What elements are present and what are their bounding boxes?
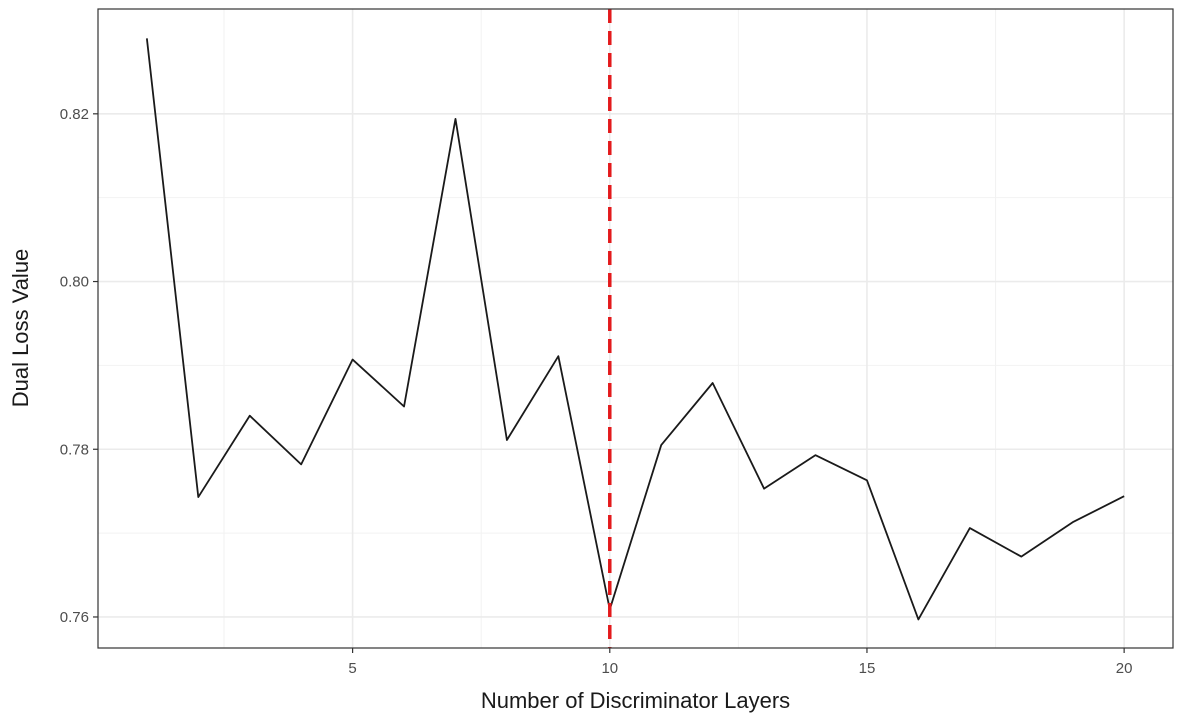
series-layer (145, 38, 1125, 621)
series-line (145, 38, 1125, 621)
x-tick-label: 10 (601, 660, 618, 677)
y-tick-label: 0.82 (60, 106, 89, 123)
y-tick-label: 0.80 (60, 274, 89, 291)
minor-gridlines (98, 9, 1173, 648)
y-tick-label: 0.76 (60, 609, 89, 626)
y-tick-label: 0.78 (60, 441, 89, 458)
y-axis: 0.76 0.78 0.80 0.82 (60, 106, 98, 626)
x-tick-label: 20 (1116, 660, 1133, 677)
panel-border (97, 8, 1174, 649)
x-tick-label: 15 (859, 660, 876, 677)
x-tick-label: 5 (348, 660, 356, 677)
x-axis-title: Number of Discriminator Layers (481, 688, 790, 713)
y-axis-title: Dual Loss Value (8, 249, 33, 408)
x-axis: 5 10 15 20 (348, 648, 1132, 677)
major-gridlines (98, 9, 1173, 648)
